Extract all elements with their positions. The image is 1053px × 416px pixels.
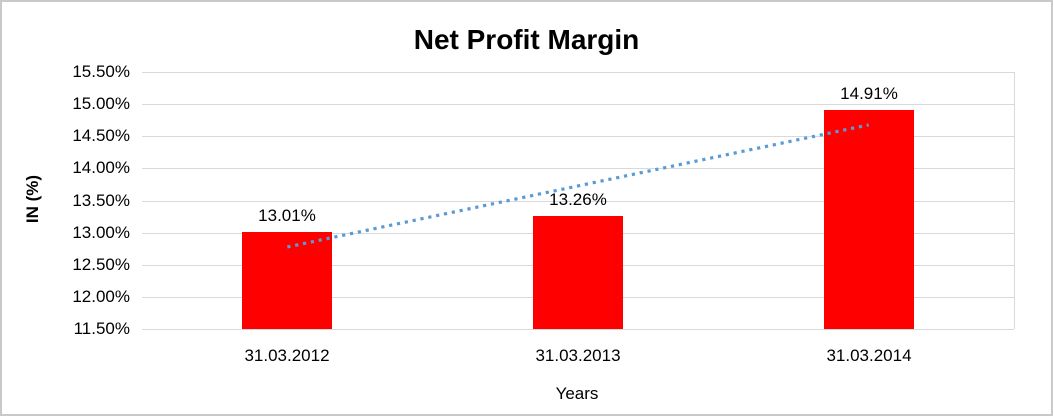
bar-31.03.2014 <box>824 110 914 329</box>
y-tick-label: 12.00% <box>72 287 130 306</box>
bar-31.03.2012 <box>242 232 332 329</box>
y-tick-label: 12.50% <box>72 255 130 274</box>
y-tick-label: 11.50% <box>73 319 130 338</box>
gridline <box>142 136 1014 137</box>
gridline <box>142 201 1014 202</box>
x-axis-title: Years <box>555 384 599 403</box>
y-tick-label: 15.00% <box>72 94 130 113</box>
y-tick-label: 13.00% <box>72 223 130 242</box>
gridline <box>142 329 1014 330</box>
gridline <box>142 168 1014 169</box>
trendline <box>287 123 869 249</box>
bar-31.03.2013 <box>533 216 623 329</box>
x-tick-label: 31.03.2013 <box>535 346 621 365</box>
chart-title: Net Profit Margin <box>413 24 640 55</box>
bar-data-label: 13.01% <box>258 206 316 225</box>
gridline <box>142 72 1014 73</box>
bar-data-label: 13.26% <box>549 190 607 209</box>
y-tick-label: 13.50% <box>72 191 130 210</box>
x-tick-label: 31.03.2012 <box>244 346 330 365</box>
x-tick-label: 31.03.2014 <box>826 346 912 365</box>
y-tick-label: 14.50% <box>72 126 130 145</box>
y-tick-label: 14.00% <box>72 158 130 177</box>
y-tick-label: 15.50% <box>72 62 130 81</box>
bar-data-label: 14.91% <box>840 84 898 103</box>
gridline <box>142 104 1014 105</box>
plot-right-border <box>1014 72 1015 329</box>
